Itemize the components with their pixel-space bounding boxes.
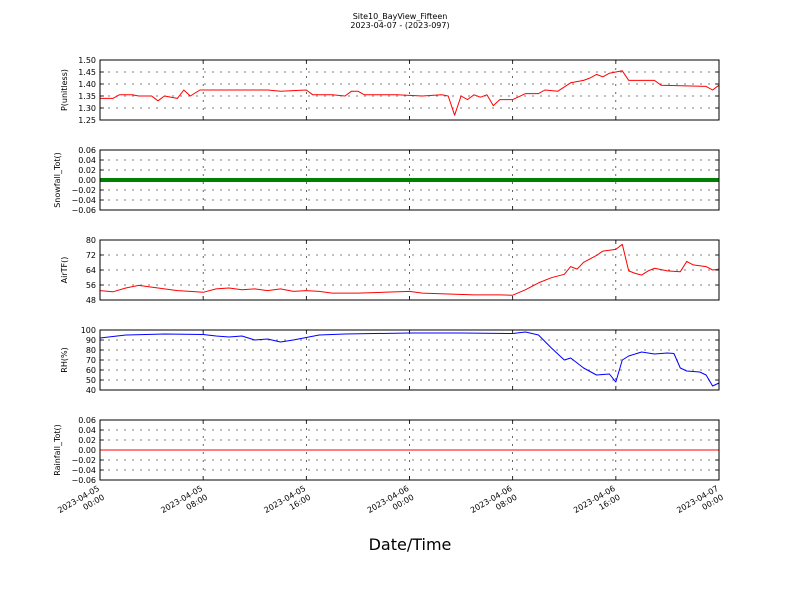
y-tick-label: 56 xyxy=(86,281,96,290)
panel-frame xyxy=(99,149,720,211)
y-tick-label: −0.02 xyxy=(71,456,96,465)
y-tick-label: 1.45 xyxy=(78,68,96,77)
y-axis-label: AirTF() xyxy=(60,257,69,284)
x-tick-label: 2023-04-0600:00 xyxy=(366,484,416,524)
chart-panels: 1.25 1.30 1.35 1.40 1.45 1.50 P(unitless) −0.06… xyxy=(53,56,725,524)
x-tick-label: 2023-04-0508:00 xyxy=(159,484,209,524)
y-tick-label: 48 xyxy=(86,296,96,305)
y-tick-label: −0.02 xyxy=(71,186,96,195)
y-tick-label: 90 xyxy=(86,336,96,345)
x-tick-label: 2023-04-0500:00 xyxy=(56,484,106,524)
y-tick-label: 0.00 xyxy=(78,176,96,185)
chart-title: Site10_BayView_Fifteen xyxy=(353,12,448,21)
panel-5: −0.06−0.04−0.020.000.020.040.06 Rainfall_… xyxy=(53,416,720,485)
series-line xyxy=(99,243,720,296)
x-tick-label: 2023-04-0616:00 xyxy=(572,484,622,524)
panel-frame xyxy=(99,239,720,301)
y-tick-label: 70 xyxy=(86,356,96,365)
series-line xyxy=(99,331,720,387)
y-tick-label: 72 xyxy=(86,251,96,260)
y-tick-label: 100 xyxy=(81,326,96,335)
y-tick-label: −0.04 xyxy=(71,196,96,205)
panel-frame xyxy=(99,419,720,481)
y-axis-label: Snowfall_Tot() xyxy=(53,152,62,208)
y-tick-label: 0.02 xyxy=(78,436,96,445)
x-tick-label: 2023-04-0516:00 xyxy=(263,484,313,524)
y-tick-label: 0.04 xyxy=(78,426,96,435)
y-tick-label: 0.00 xyxy=(78,446,96,455)
y-tick-label: 1.35 xyxy=(78,92,96,101)
y-tick-label: 60 xyxy=(86,366,96,375)
y-tick-label: −0.06 xyxy=(71,476,96,485)
x-tick-label: 2023-04-0608:00 xyxy=(469,484,519,524)
y-tick-label: 1.50 xyxy=(78,56,96,65)
y-tick-label: 1.25 xyxy=(78,116,96,125)
chart-subtitle: 2023-04-07 - (2023-097) xyxy=(350,21,449,30)
y-axis-label: Rainfall_Tot() xyxy=(53,424,62,476)
y-tick-label: 0.04 xyxy=(78,156,96,165)
panel-frame xyxy=(99,59,720,121)
panel-1: 1.25 1.30 1.35 1.40 1.45 1.50 P(unitless) xyxy=(60,56,720,125)
y-tick-label: 40 xyxy=(86,386,96,395)
panel-3: 48 56 64 72 80 AirTF() xyxy=(60,236,720,305)
y-tick-label: 0.06 xyxy=(78,146,96,155)
y-tick-label: 50 xyxy=(86,376,96,385)
y-tick-label: 64 xyxy=(86,266,96,275)
y-axis-label: P(unitless) xyxy=(60,69,69,111)
y-tick-label: 80 xyxy=(86,346,96,355)
x-tick-label: 2023-04-0700:00 xyxy=(675,484,725,524)
series-line xyxy=(100,70,720,116)
y-tick-label: −0.04 xyxy=(71,466,96,475)
y-axis-label: RH(%) xyxy=(60,347,69,372)
y-tick-label: 1.40 xyxy=(78,80,96,89)
x-axis-label: Date/Time xyxy=(369,535,452,554)
y-tick-label: 1.30 xyxy=(78,104,96,113)
y-tick-label: −0.06 xyxy=(71,206,96,215)
panel-2: −0.06−0.04−0.020.000.020.040.06 Snowfall_… xyxy=(53,146,720,215)
panel-frame xyxy=(99,329,720,391)
y-tick-label: 0.02 xyxy=(78,166,96,175)
y-tick-label: 80 xyxy=(86,236,96,245)
y-tick-label: 0.06 xyxy=(78,416,96,425)
